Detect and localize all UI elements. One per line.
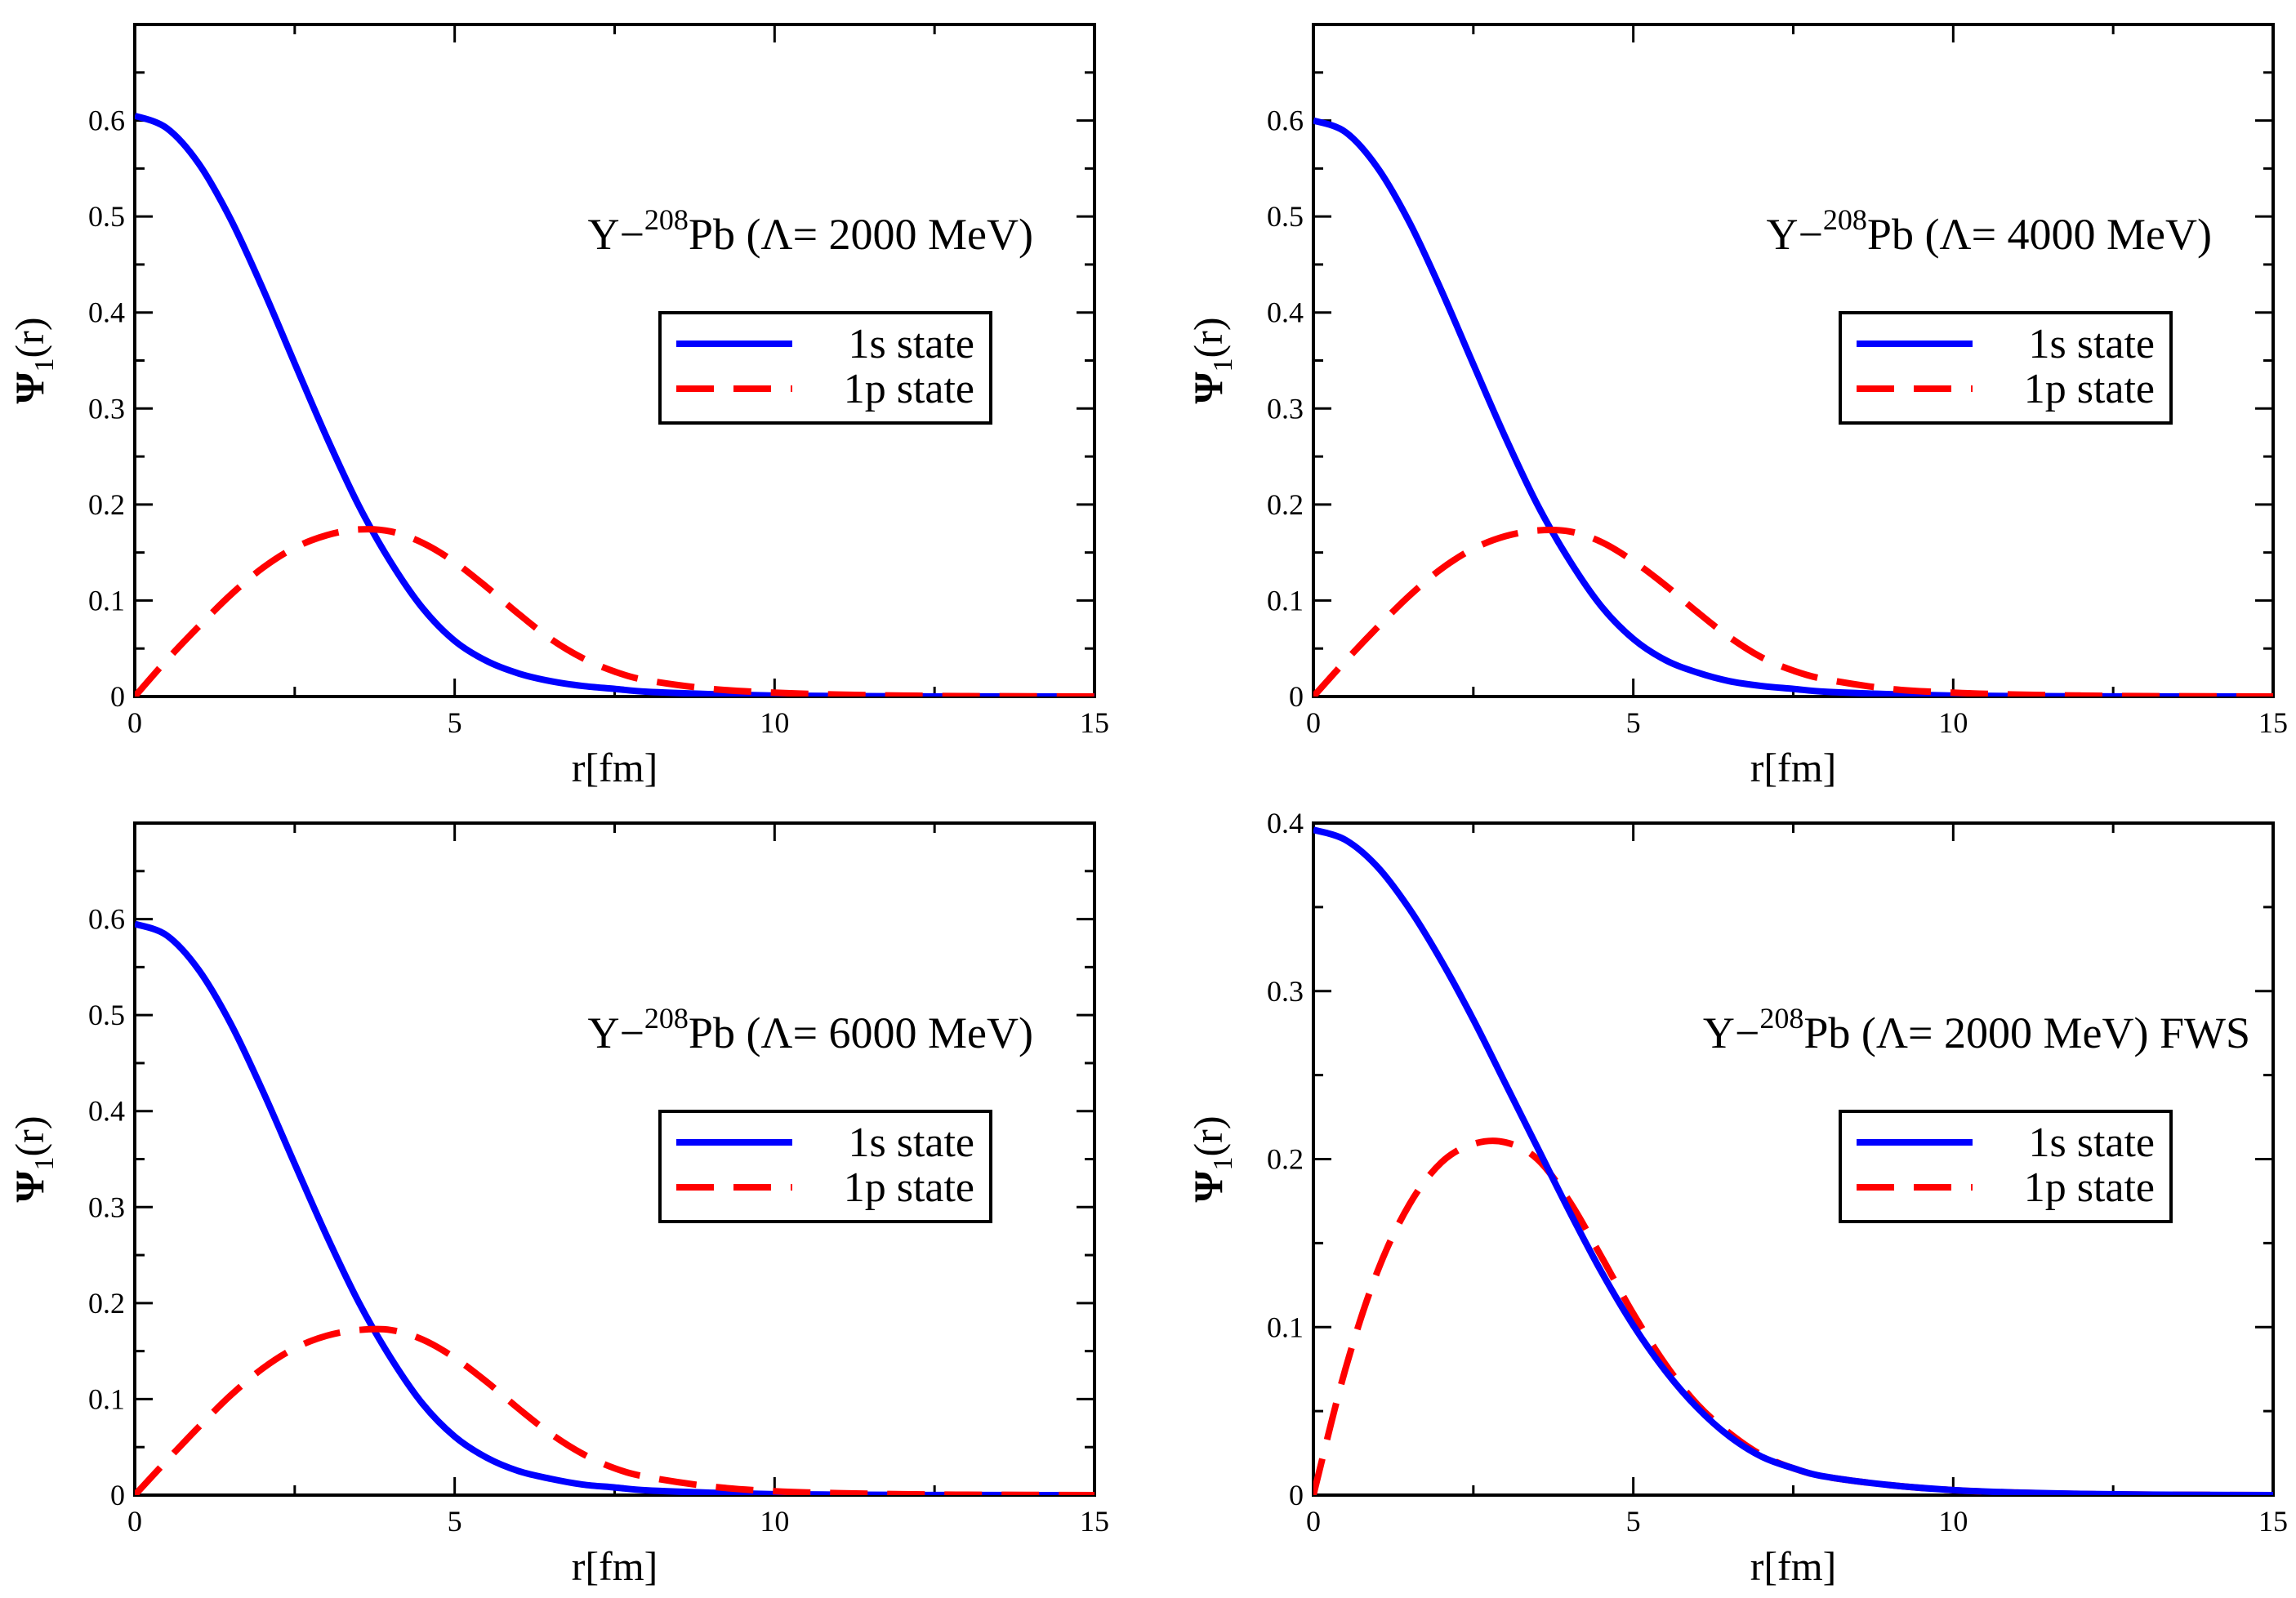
x-tick-label: 5 — [1626, 1505, 1641, 1538]
panel-annotation: Y−208Pb (Λ= 4000 MeV) — [1766, 203, 2212, 259]
x-tick-label: 0 — [127, 706, 142, 739]
y-tick-label: 0.1 — [88, 1382, 125, 1415]
x-tick-label: 15 — [2258, 1505, 2288, 1538]
y-tick-label: 0 — [1289, 1479, 1304, 1511]
y-tick-label: 0 — [110, 1479, 125, 1511]
y-tick-label: 0.3 — [1267, 975, 1304, 1008]
legend-1p-label: 1p state — [844, 1164, 974, 1211]
x-tick-label: 5 — [448, 706, 462, 739]
y-tick-label: 0.1 — [88, 584, 125, 616]
panel-lambda-2000-fws: 0 5 10 15 0 0.1 0.2 0.3 0.4 r[fm] Ψ1(r) Y−208Pb (Λ=… — [1185, 807, 2288, 1589]
x-tick-label: 0 — [1306, 1505, 1321, 1538]
panel-lambda-6000: 0 5 10 15 0 0.1 0.2 0.3 0.4 0.5 0.6 r[fm] Ψ1(r) Y−208… — [7, 821, 1109, 1589]
y-tick-label: 0.6 — [1267, 105, 1304, 137]
x-tick-label: 10 — [760, 706, 789, 739]
panel-lambda-2000: 0 5 10 15 0 0.1 0.2 0.3 0.4 0.5 0.6 r[fm] Ψ1(r) Y−208… — [7, 23, 1109, 790]
legend-box — [658, 311, 992, 425]
y-tick-label: 0.2 — [1267, 1143, 1304, 1176]
y-tick-label: 0.6 — [88, 105, 125, 137]
legend-1p-label: 1p state — [2024, 366, 2155, 412]
y-tick-label: 0 — [110, 680, 125, 713]
x-tick-label: 0 — [127, 1505, 142, 1538]
x-axis-title: r[fm] — [1750, 1543, 1837, 1589]
x-tick-label: 10 — [1938, 1505, 1968, 1538]
y-tick-label: 0 — [1289, 680, 1304, 713]
y-tick-label: 0.2 — [1267, 488, 1304, 521]
x-tick-label: 10 — [760, 1505, 789, 1538]
y-tick-label: 0.2 — [88, 1287, 125, 1320]
y-tick-label: 0.4 — [1267, 807, 1304, 839]
y-tick-label: 0.3 — [88, 1191, 125, 1223]
y-tick-label: 0.5 — [88, 200, 125, 233]
y-tick-label: 0.5 — [88, 999, 125, 1031]
x-tick-label: 5 — [448, 1505, 462, 1538]
legend-1p-label: 1p state — [844, 366, 974, 412]
x-tick-label: 15 — [1080, 706, 1109, 739]
y-tick-label: 0.4 — [88, 1095, 125, 1128]
x-axis-title: r[fm] — [572, 745, 658, 790]
y-tick-label: 0.5 — [1267, 200, 1304, 233]
legend-1s-label: 1s state — [848, 1119, 974, 1166]
legend-box — [658, 1110, 992, 1223]
series-1p-line — [135, 1325, 1095, 1495]
legend-1s-label: 1s state — [848, 321, 974, 367]
x-tick-label: 15 — [2258, 706, 2288, 739]
panel-lambda-4000: 0 5 10 15 0 0.1 0.2 0.3 0.4 0.5 0.6 r[fm] Ψ1(r) Y−208… — [1185, 23, 2288, 790]
y-tick-label: 0.3 — [88, 392, 125, 425]
series-1p-line — [1313, 526, 2273, 697]
x-tick-label: 0 — [1306, 706, 1321, 739]
x-tick-label: 10 — [1938, 706, 1968, 739]
series-1p-line — [135, 526, 1095, 697]
y-tick-label: 0.3 — [1267, 392, 1304, 425]
panel-annotation: Y−208Pb (Λ= 6000 MeV) — [587, 1002, 1033, 1057]
y-axis-title: Ψ1(r) — [7, 318, 60, 404]
legend-1p-label: 1p state — [2024, 1164, 2155, 1211]
panel-annotation: Y−208Pb (Λ= 2000 MeV) — [587, 203, 1033, 259]
y-tick-label: 0.1 — [1267, 1311, 1304, 1343]
legend-box — [1839, 1110, 2173, 1223]
y-tick-label: 0.6 — [88, 903, 125, 936]
y-tick-label: 0.1 — [1267, 584, 1304, 616]
legend-1s-label: 1s state — [2028, 321, 2155, 367]
x-tick-label: 15 — [1080, 1505, 1109, 1538]
y-axis-title: Ψ1(r) — [1185, 1116, 1238, 1203]
y-tick-label: 0.4 — [1267, 296, 1304, 329]
x-axis-title: r[fm] — [572, 1543, 658, 1589]
x-tick-label: 5 — [1626, 706, 1641, 739]
legend-1s-label: 1s state — [2028, 1119, 2155, 1166]
y-axis-title: Ψ1(r) — [1185, 318, 1238, 404]
legend-box — [1839, 311, 2173, 425]
x-axis-title: r[fm] — [1750, 745, 1837, 790]
y-tick-label: 0.4 — [88, 296, 125, 329]
panel-annotation: Y−208Pb (Λ= 2000 MeV) FWS — [1703, 1002, 2250, 1057]
series-1s-line — [1313, 826, 2273, 1495]
y-tick-label: 0.2 — [88, 488, 125, 521]
y-axis-title: Ψ1(r) — [7, 1116, 60, 1203]
